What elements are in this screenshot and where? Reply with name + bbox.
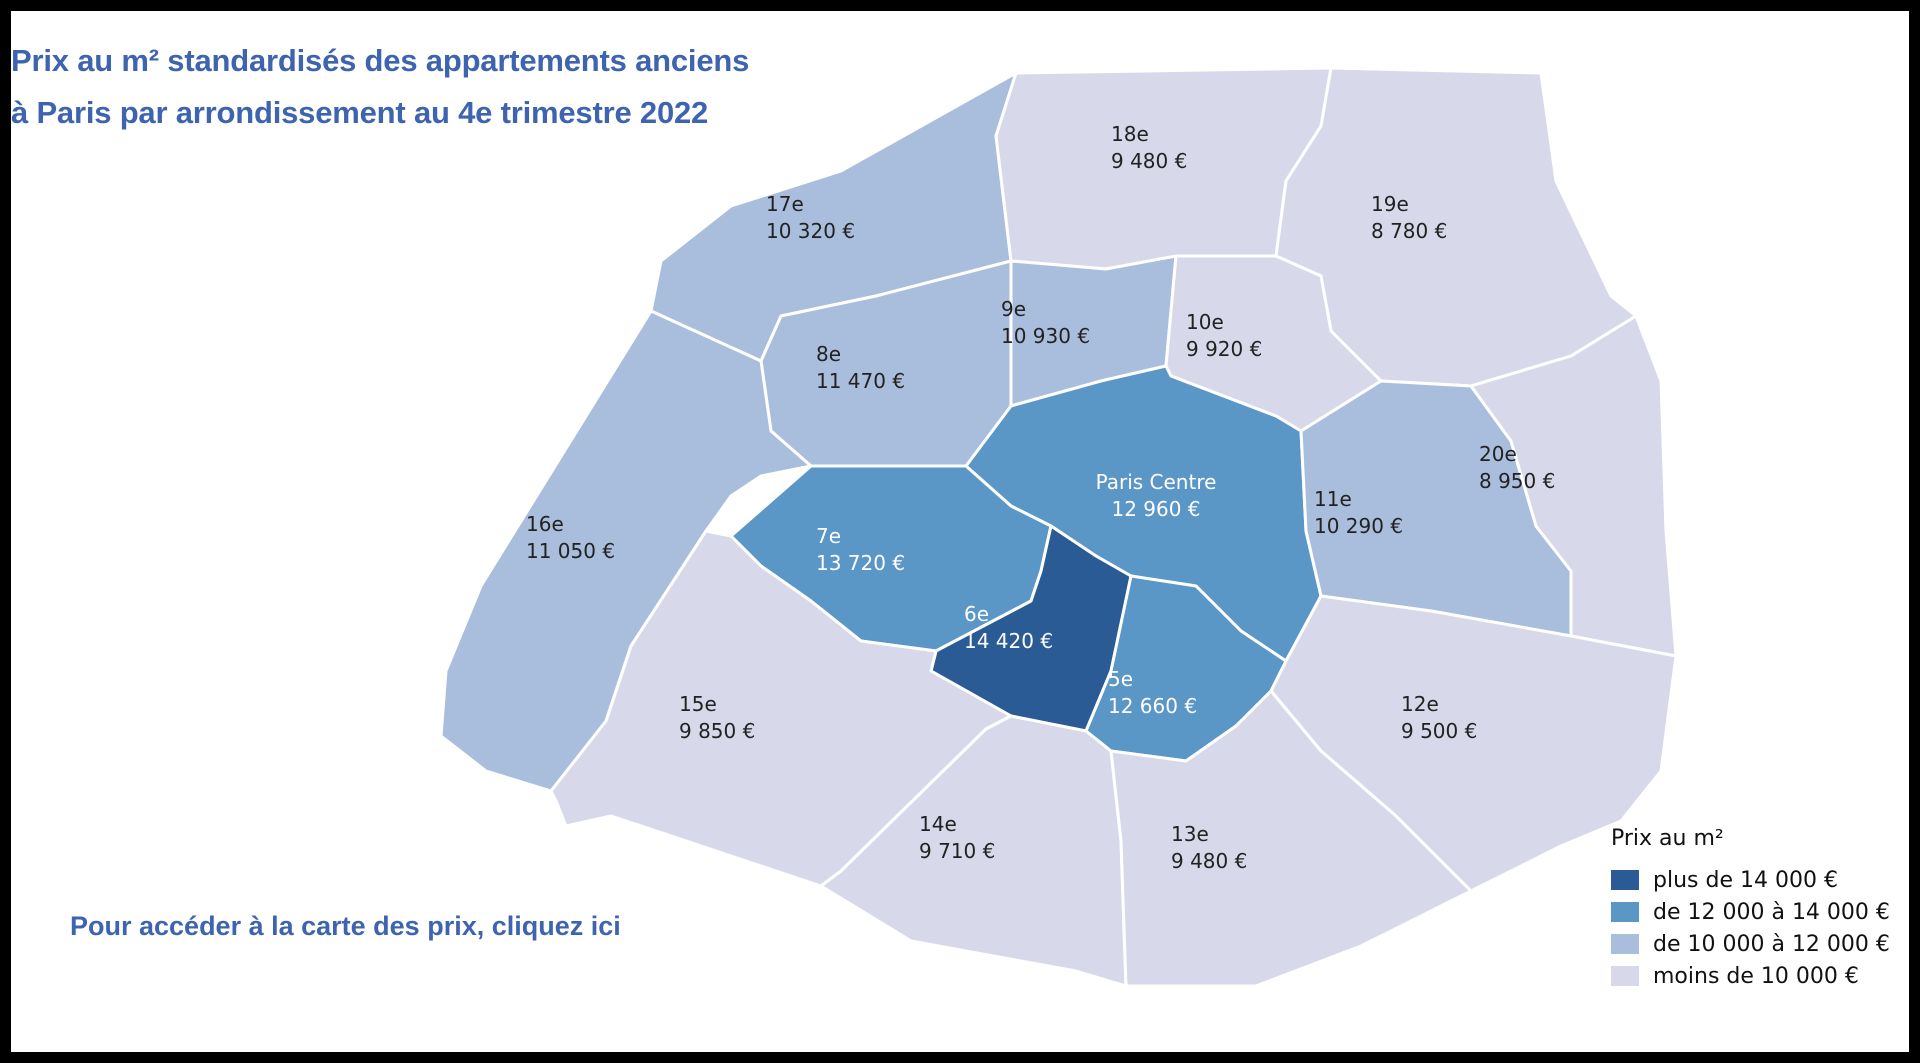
district-price-7e: 13 720 € [816, 551, 905, 575]
district-price-12e: 9 500 € [1401, 719, 1477, 743]
legend-swatch [1611, 966, 1639, 986]
district-name-10e: 10e [1186, 310, 1224, 334]
district-name-12e: 12e [1401, 692, 1439, 716]
district-price-8e: 11 470 € [816, 369, 905, 393]
district-price-20e: 8 950 € [1479, 469, 1555, 493]
legend-swatch [1611, 902, 1639, 922]
district-price-19e: 8 780 € [1371, 219, 1447, 243]
district-name-7e: 7e [816, 524, 841, 548]
district-price-5e: 12 660 € [1108, 694, 1197, 718]
district-price-9e: 10 930 € [1001, 324, 1090, 348]
district-name-9e: 9e [1001, 297, 1026, 321]
district-name-11e: 11e [1314, 487, 1352, 511]
district-price-11e: 10 290 € [1314, 514, 1403, 538]
district-price-13e: 9 480 € [1171, 849, 1247, 873]
legend-item-12000-14000: de 12 000 à 14 000 € [1611, 897, 1909, 927]
paris-map: 17e 10 320 € 18e 9 480 € 19e 8 780 € 8e 11 470 … [439, 66, 1678, 988]
district-name-paris-centre: Paris Centre [1096, 470, 1217, 494]
district-name-8e: 8e [816, 342, 841, 366]
district-name-14e: 14e [919, 812, 957, 836]
district-name-5e: 5e [1108, 667, 1133, 691]
district-price-6e: 14 420 € [964, 629, 1053, 653]
legend: Prix au m² plus de 14 000 € de 12 000 à … [1611, 826, 1909, 993]
legend-item-10000-12000: de 10 000 à 12 000 € [1611, 929, 1909, 959]
legend-label: de 10 000 à 12 000 € [1653, 931, 1890, 957]
district-name-15e: 15e [679, 692, 717, 716]
legend-label: de 12 000 à 14 000 € [1653, 899, 1890, 925]
legend-item-below-10000: moins de 10 000 € [1611, 961, 1909, 991]
district-name-16e: 16e [526, 512, 564, 536]
district-name-6e: 6e [964, 602, 989, 626]
district-price-10e: 9 920 € [1186, 337, 1262, 361]
legend-title: Prix au m² [1611, 826, 1724, 851]
legend-swatch [1611, 870, 1639, 890]
district-13e[interactable] [1109, 689, 1473, 988]
title-line-1: Prix au m² standardisés des appartements… [11, 43, 750, 78]
price-map-link[interactable]: Pour accéder à la carte des prix, clique… [70, 911, 621, 941]
map-frame: 17e 10 320 € 18e 9 480 € 19e 8 780 € 8e 11 470 … [11, 11, 1909, 1052]
legend-swatch [1611, 934, 1639, 954]
district-15e[interactable] [549, 529, 1013, 888]
title-line-2: à Paris par arrondissement au 4e trimest… [11, 95, 709, 130]
district-name-13e: 13e [1171, 822, 1209, 846]
district-price-15e: 9 850 € [679, 719, 755, 743]
district-price-14e: 9 710 € [919, 839, 995, 863]
legend-label: moins de 10 000 € [1653, 963, 1859, 989]
district-price-17e: 10 320 € [766, 219, 855, 243]
district-name-18e: 18e [1111, 122, 1149, 146]
district-price-16e: 11 050 € [526, 539, 615, 563]
district-name-19e: 19e [1371, 192, 1409, 216]
district-price-paris-centre: 12 960 € [1111, 497, 1200, 521]
legend-label: plus de 14 000 € [1653, 867, 1838, 893]
district-name-20e: 20e [1479, 442, 1517, 466]
legend-item-plus-14000: plus de 14 000 € [1611, 865, 1909, 895]
district-price-18e: 9 480 € [1111, 149, 1187, 173]
district-name-17e: 17e [766, 192, 804, 216]
